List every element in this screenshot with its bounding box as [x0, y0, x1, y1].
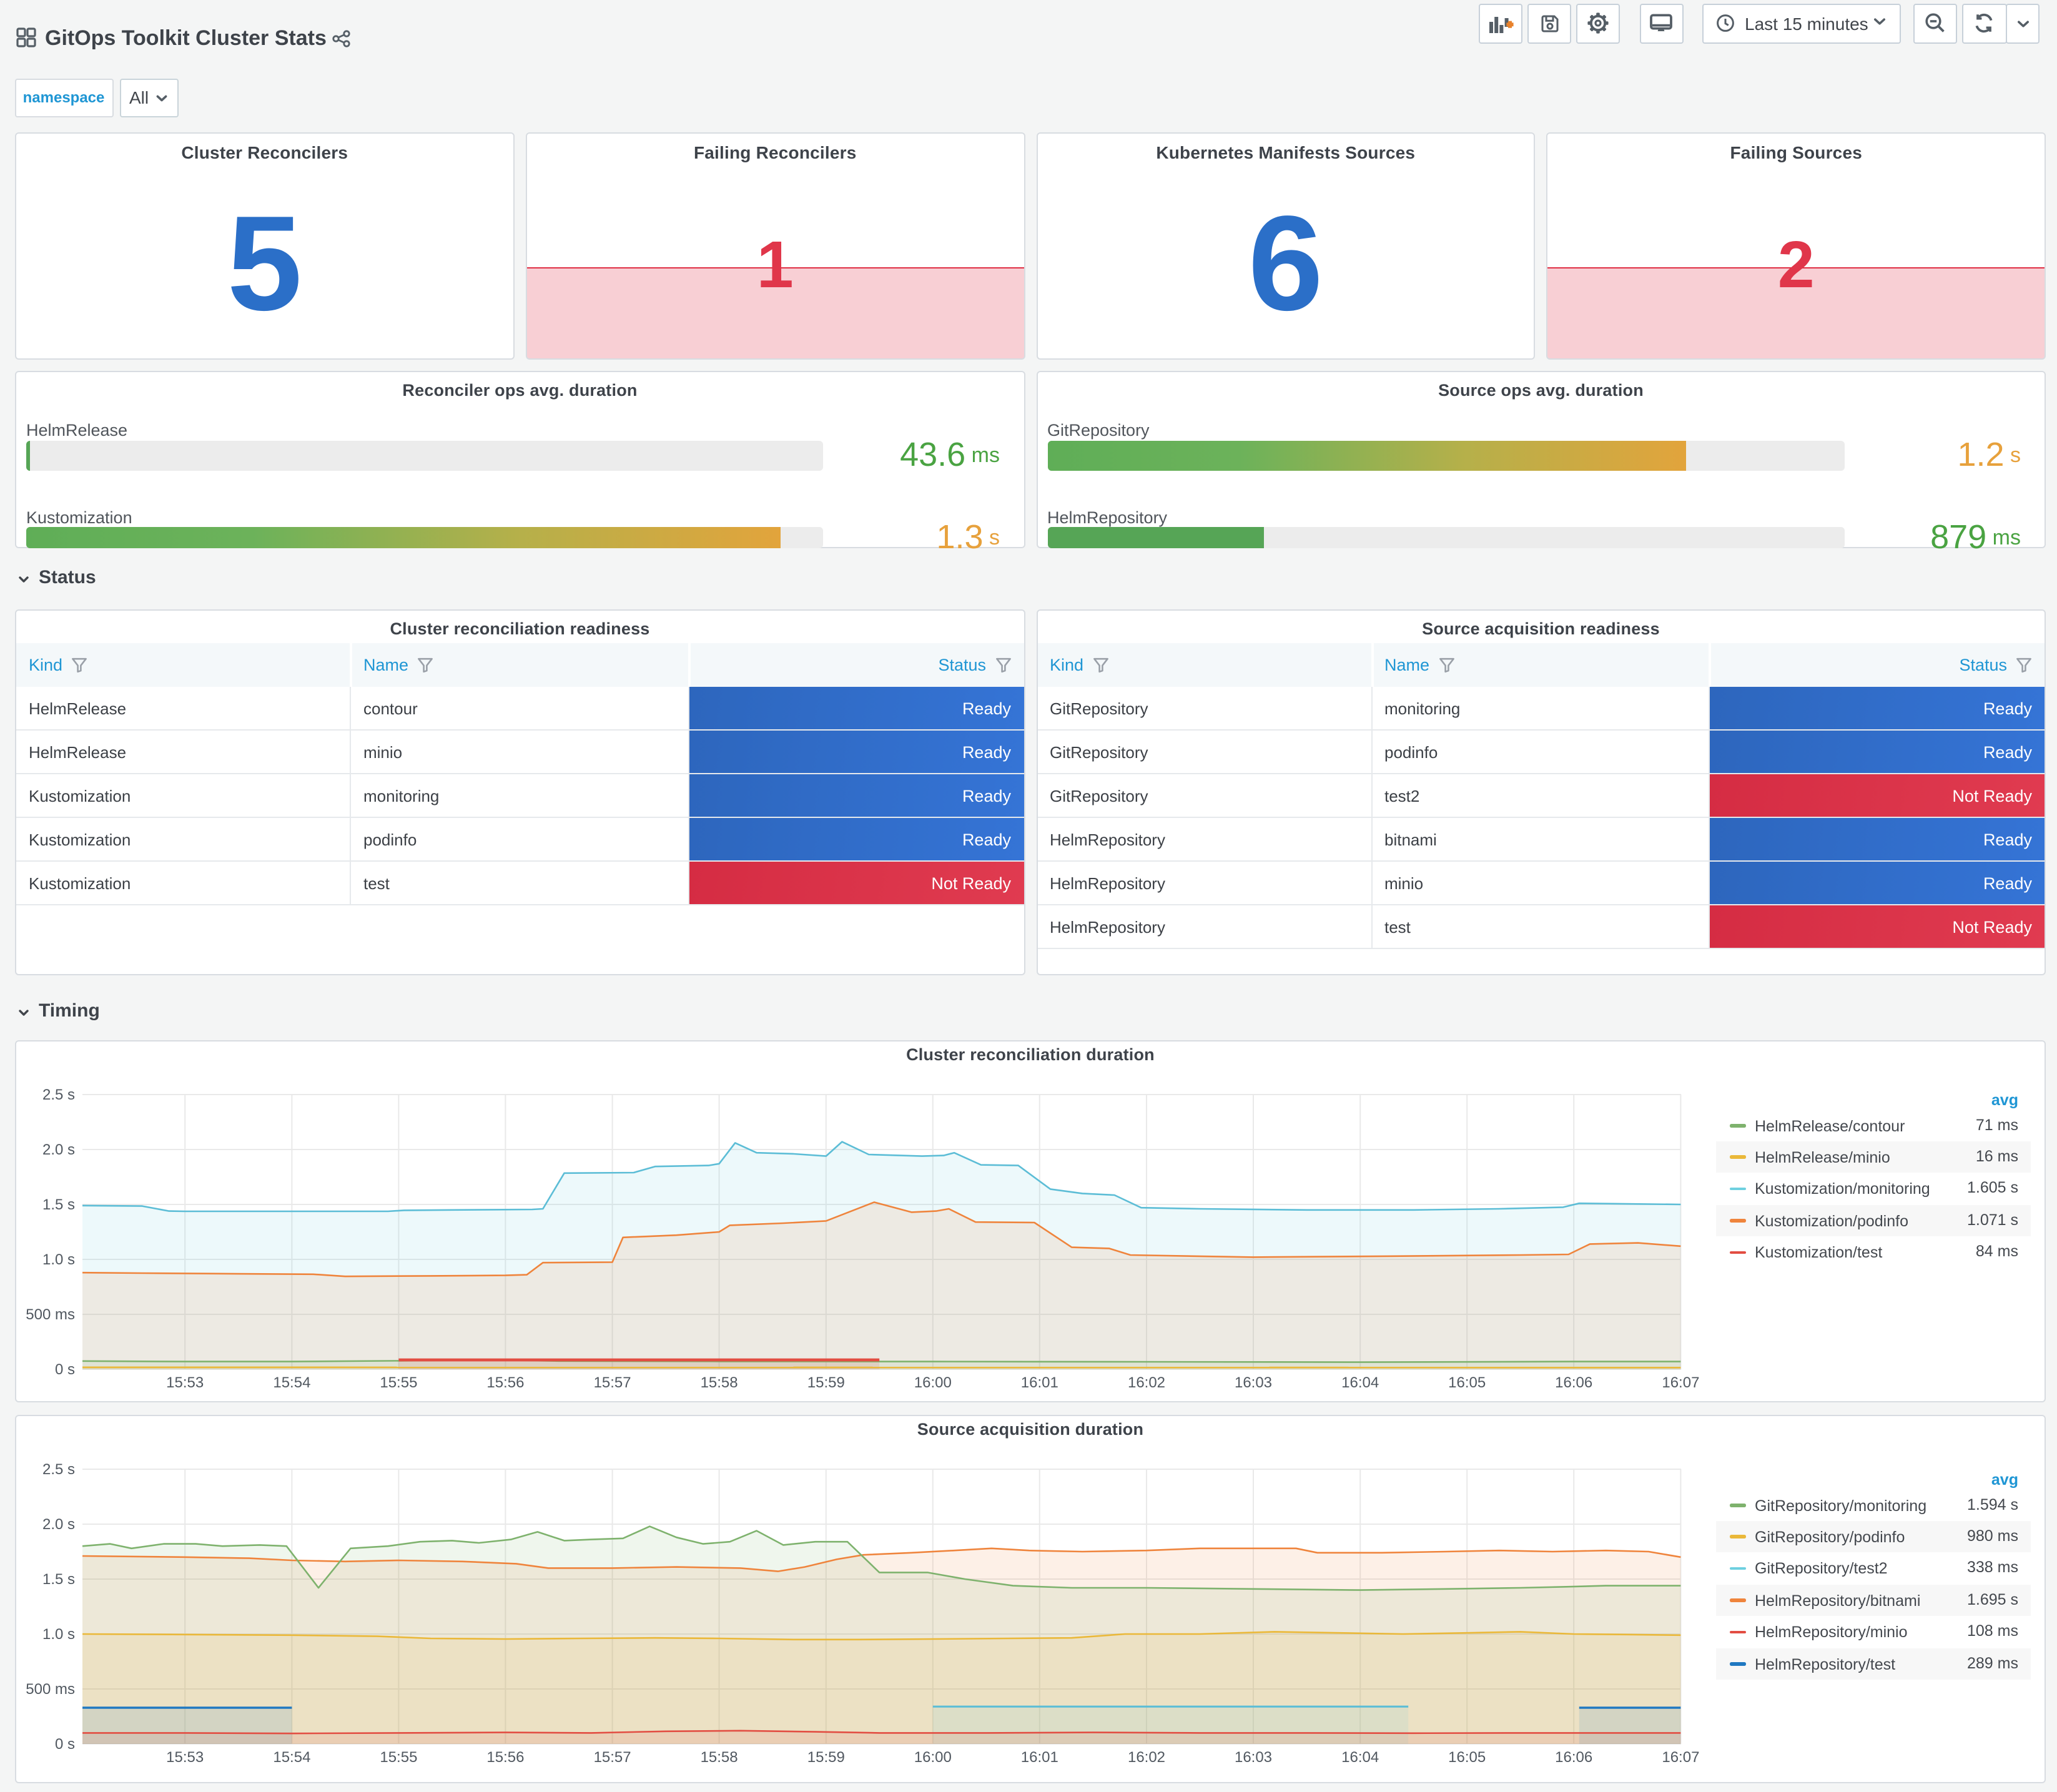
svg-text:15:54: 15:54	[273, 1374, 310, 1391]
svg-text:16:07: 16:07	[1662, 1374, 1699, 1391]
svg-text:15:59: 15:59	[807, 1748, 845, 1765]
svg-text:2.5 s: 2.5 s	[42, 1086, 75, 1103]
svg-text:15:58: 15:58	[701, 1748, 738, 1765]
svg-text:16:07: 16:07	[1662, 1748, 1699, 1765]
svg-text:15:54: 15:54	[273, 1748, 310, 1765]
svg-text:16:05: 16:05	[1448, 1374, 1486, 1391]
svg-text:15:53: 15:53	[166, 1374, 204, 1391]
svg-text:16:01: 16:01	[1021, 1748, 1058, 1765]
svg-text:15:56: 15:56	[486, 1374, 524, 1391]
svg-text:0 s: 0 s	[55, 1361, 75, 1377]
svg-text:15:55: 15:55	[380, 1748, 417, 1765]
svg-text:2.0 s: 2.0 s	[42, 1141, 75, 1158]
svg-text:500 ms: 500 ms	[26, 1680, 75, 1697]
svg-text:16:06: 16:06	[1555, 1374, 1592, 1391]
svg-text:15:55: 15:55	[380, 1374, 417, 1391]
svg-text:16:02: 16:02	[1128, 1374, 1165, 1391]
svg-text:15:59: 15:59	[807, 1374, 845, 1391]
svg-text:16:06: 16:06	[1555, 1748, 1592, 1765]
svg-text:1.5 s: 1.5 s	[42, 1570, 75, 1587]
svg-text:16:04: 16:04	[1341, 1374, 1379, 1391]
svg-text:1.5 s: 1.5 s	[42, 1196, 75, 1213]
svg-text:16:03: 16:03	[1235, 1748, 1272, 1765]
svg-text:16:02: 16:02	[1128, 1748, 1165, 1765]
svg-text:16:00: 16:00	[914, 1748, 952, 1765]
svg-text:2.5 s: 2.5 s	[42, 1460, 75, 1477]
svg-text:15:57: 15:57	[594, 1748, 631, 1765]
svg-text:16:01: 16:01	[1021, 1374, 1058, 1391]
svg-text:16:03: 16:03	[1235, 1374, 1272, 1391]
svg-text:15:58: 15:58	[701, 1374, 738, 1391]
svg-text:1.0 s: 1.0 s	[42, 1625, 75, 1642]
svg-text:15:57: 15:57	[594, 1374, 631, 1391]
svg-text:500 ms: 500 ms	[26, 1306, 75, 1322]
svg-text:1.0 s: 1.0 s	[42, 1251, 75, 1268]
svg-text:2.0 s: 2.0 s	[42, 1515, 75, 1532]
svg-text:16:00: 16:00	[914, 1374, 952, 1391]
svg-text:0 s: 0 s	[55, 1735, 75, 1752]
svg-text:16:04: 16:04	[1341, 1748, 1379, 1765]
svg-text:15:56: 15:56	[486, 1748, 524, 1765]
svg-text:16:05: 16:05	[1448, 1748, 1486, 1765]
svg-text:15:53: 15:53	[166, 1748, 204, 1765]
